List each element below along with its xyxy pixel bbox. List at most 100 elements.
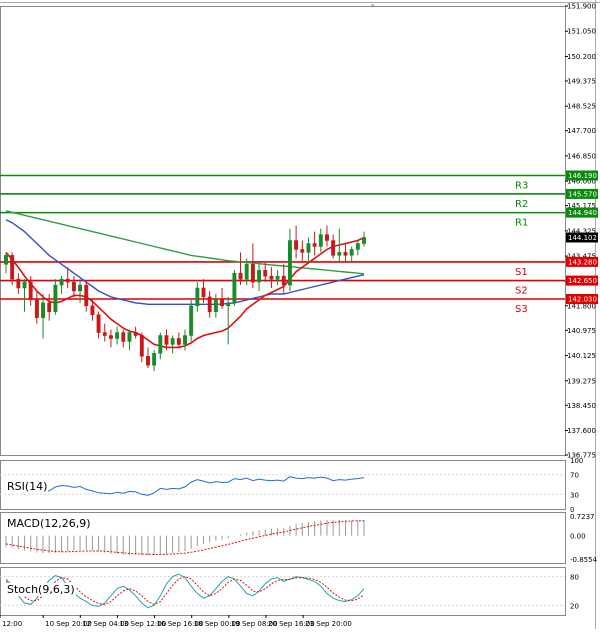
macd-label: MACD(12,26,9) [6, 517, 92, 530]
price-tick-label: 147.700 [567, 127, 596, 135]
level-label-r3: R3 [515, 181, 528, 192]
rsi-tick-label: 0 [570, 506, 574, 514]
candle-body [152, 353, 157, 366]
price-tick-label: 144.325 [567, 227, 596, 235]
candle-body [16, 278, 21, 289]
stoch-tick-label: 80 [570, 574, 579, 582]
price-tick-label: 140.125 [567, 352, 596, 360]
price-tick-label: 151.050 [567, 28, 596, 36]
candle-body [189, 305, 194, 336]
price-tick-label: 146.850 [567, 152, 596, 160]
candle-body [220, 299, 224, 307]
rsi-tick-label: 70 [570, 472, 579, 480]
candle-body [41, 302, 45, 318]
candle-body [269, 275, 274, 280]
candle-body [96, 314, 101, 333]
time-label: 20 Sep 16:00 [268, 620, 315, 628]
level-label-r1: R1 [515, 218, 528, 229]
level-price-label-s1: 143.280 [568, 258, 597, 266]
level-price-label-r1: 144.940 [568, 209, 597, 217]
time-label: 19 Sep 08:00 [231, 620, 278, 628]
candle-body [300, 249, 305, 253]
candle-body [90, 305, 95, 315]
candle-body [34, 299, 39, 318]
candle-body [47, 302, 52, 313]
price-tick-label: 143.475 [567, 253, 596, 261]
price-tick-label: 140.975 [567, 327, 596, 335]
candle-body [108, 335, 113, 339]
price-tick-label: 138.450 [567, 402, 596, 410]
price-tick-label: 150.200 [567, 53, 596, 61]
price-tick-label: 151.900 [567, 3, 596, 11]
panel-frame [0, 460, 566, 510]
level-price-box-s3 [566, 294, 598, 305]
candle-body [213, 299, 218, 313]
candle-body [10, 255, 15, 280]
level-price-box-r1 [566, 207, 598, 218]
candle-body [325, 234, 329, 241]
panel-frame [0, 567, 566, 616]
candle-body [226, 302, 231, 307]
time-label: 10 Sep 20:00 [45, 620, 92, 628]
candle-body [4, 255, 8, 265]
macd-signal-line [5, 520, 364, 555]
current-price-box [566, 232, 598, 243]
candle-body [78, 284, 83, 292]
candle-body [257, 269, 262, 283]
level-label-r2: R2 [515, 199, 528, 210]
candle-body [53, 284, 58, 313]
candle-body [102, 332, 107, 336]
level-price-label-s2: 142.650 [568, 277, 597, 285]
candle-body [331, 240, 336, 256]
candle-body [139, 335, 144, 357]
candle-body [121, 332, 126, 342]
level-price-box-r2 [566, 188, 598, 199]
candle-body [164, 335, 169, 345]
candle-body [158, 335, 163, 354]
level-price-box-s1 [566, 256, 598, 267]
candle-body [232, 272, 237, 304]
candle-body [71, 281, 76, 292]
price-tick-label: 146.000 [567, 178, 596, 186]
candle-body [133, 332, 138, 336]
candle-body [312, 243, 317, 247]
candle-body [294, 240, 299, 250]
candle-body [195, 287, 200, 307]
candle-body [263, 269, 268, 277]
time-label: 12:00 [2, 620, 22, 628]
candle-body [170, 338, 175, 345]
price-tick-label: 139.275 [567, 377, 596, 385]
price-tick-label: 145.175 [567, 202, 596, 210]
price-tick-label: 136.775 [567, 452, 596, 460]
candle-body [362, 237, 366, 244]
price-tick-label: 148.525 [567, 103, 596, 111]
macd-tick-label: -0.8554 [570, 556, 598, 564]
candle-body [287, 240, 292, 286]
candle-body [207, 296, 212, 313]
level-price-box-s2 [566, 275, 598, 286]
panel-frame [0, 512, 566, 564]
macd-tick-label: 0.7237 [570, 513, 595, 521]
level-price-label-r3: 146.190 [568, 172, 597, 180]
candle-body [337, 252, 342, 256]
candle-body [250, 264, 255, 283]
level-label-s3: S3 [515, 304, 528, 315]
candle-body [146, 356, 150, 366]
candle-body [127, 332, 132, 342]
stoch-label: Stoch(9,6,3) [6, 583, 76, 596]
stoch-tick-label: 20 [570, 602, 579, 610]
candle-body [201, 287, 206, 298]
time-label: 16 Sep 16:00 [157, 620, 204, 628]
time-label: 12 Sep 04:00 [82, 620, 129, 628]
current-price-label: 144.102 [568, 234, 597, 242]
candle-body [244, 264, 249, 280]
candle-body [355, 243, 360, 250]
candle-body [238, 272, 243, 280]
candle-body [183, 335, 187, 345]
sma-long-line [5, 210, 365, 275]
time-label: 23 Sep 20:00 [305, 620, 352, 628]
macd-tick-label: 0.00 [570, 533, 586, 541]
